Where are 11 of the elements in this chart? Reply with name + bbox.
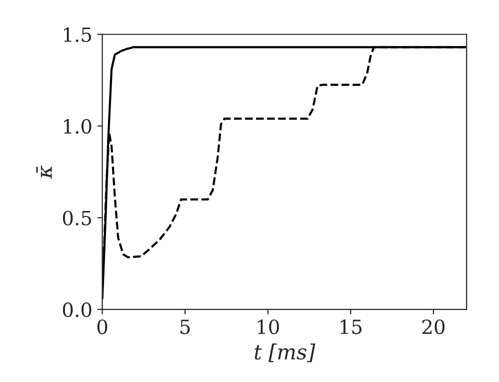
x-tick-label: 5 [180,320,190,334]
x-tick-label: 20 [422,319,445,334]
y-axis-title: κ̄ [36,165,52,179]
y-tick-label: 0.0 [62,302,92,318]
y-tick-label: 1.0 [64,119,92,134]
x-tick-label: 15 [340,319,362,334]
y-tick-label: 1.5 [64,27,92,42]
y-tick-label: 0.5 [62,210,92,226]
x-axis-title: t [ms] [254,344,316,362]
x-tick-label: 10 [258,319,279,334]
x-tick-label: 0 [97,319,108,334]
